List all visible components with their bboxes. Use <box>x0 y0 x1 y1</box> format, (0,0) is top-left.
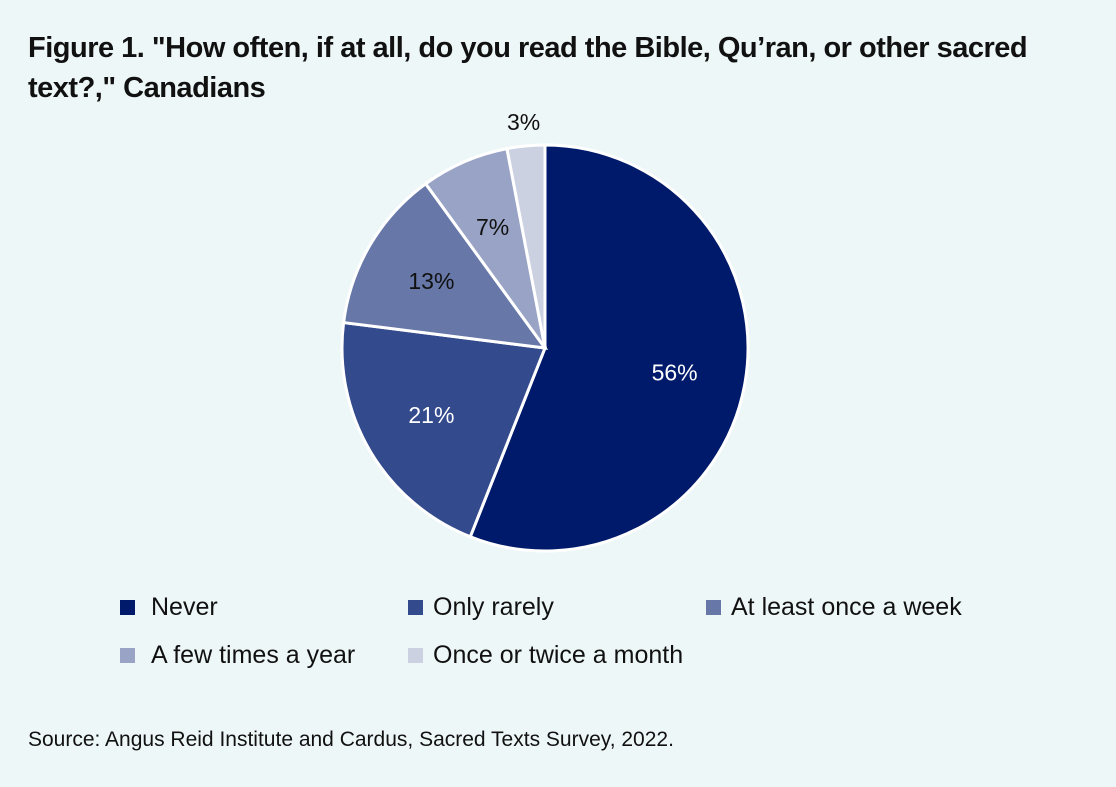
legend-label: At least once a week <box>731 593 962 621</box>
source-note: Source: Angus Reid Institute and Cardus,… <box>28 728 674 751</box>
legend-item-never: Never <box>120 593 218 622</box>
legend-swatch <box>706 600 721 615</box>
legend-label: Never <box>151 593 218 621</box>
chart-title: Figure 1. "How often, if at all, do you … <box>28 32 1028 104</box>
pie-slice-only-rarely <box>340 320 548 539</box>
data-label: 21% <box>408 402 454 428</box>
legend-item-yearly: A few times a year <box>120 641 355 670</box>
pie-slice-never <box>468 143 750 553</box>
legend-item-weekly: At least once a week <box>706 593 962 622</box>
pie-slice-once-or-twice-a-month <box>505 143 547 349</box>
legend-item-monthly: Once or twice a month <box>408 641 683 670</box>
data-label: 7% <box>476 214 509 240</box>
legend-swatch <box>408 648 423 663</box>
legend-item-only-rarely: Only rarely <box>408 593 554 622</box>
legend-label: Once or twice a month <box>433 641 684 669</box>
legend-swatch <box>120 648 135 663</box>
pie-slice-at-least-once-a-week <box>341 181 549 350</box>
legend-swatch <box>408 600 423 615</box>
data-label: 3% <box>507 109 540 135</box>
legend-label: Only rarely <box>433 593 554 621</box>
data-label: 56% <box>652 360 698 386</box>
data-label: 13% <box>408 268 454 294</box>
legend-swatch <box>120 600 135 615</box>
legend-label: A few times a year <box>151 641 356 669</box>
